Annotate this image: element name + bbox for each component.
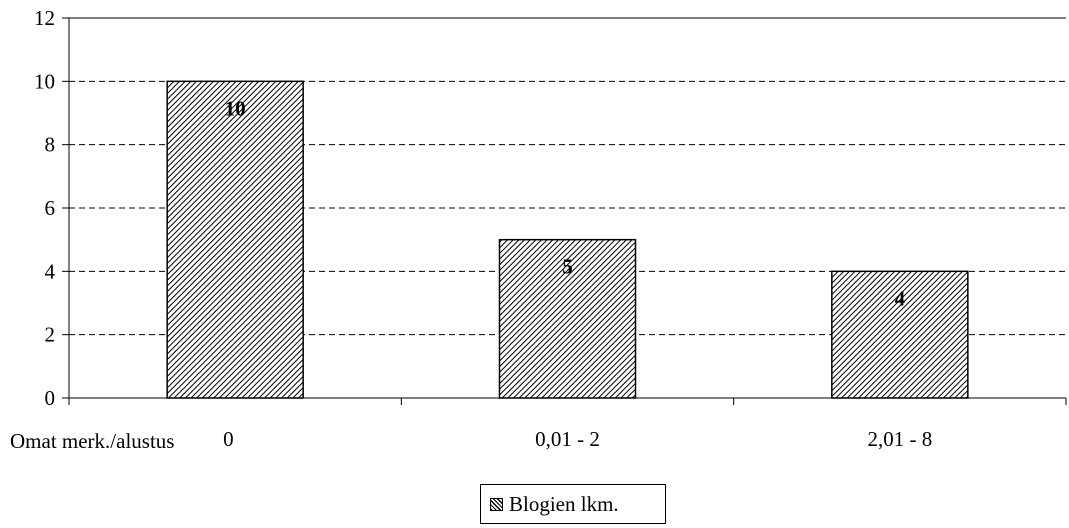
data-label: 10: [225, 96, 246, 120]
data-label: 5: [562, 255, 573, 279]
bar: [498, 238, 637, 399]
bar: [166, 80, 304, 399]
data-label: 4: [895, 286, 906, 310]
y-tick-label: 8: [45, 133, 56, 157]
labels: 0 2 4 6 8 10 12 10 0 5 0,01 - 2 4 2,01 - 8: [34, 6, 932, 451]
y-tick-label: 2: [45, 323, 56, 347]
x-category-label: 2,01 - 8: [867, 427, 932, 451]
x-axis-title: Omat merk./alustus: [10, 429, 174, 453]
legend: Blogien lkm.: [480, 484, 666, 524]
x-category-label: 0,01 - 2: [535, 427, 600, 451]
bar: [831, 270, 969, 399]
y-tick-label: 0: [45, 386, 56, 410]
y-tick-label: 10: [34, 69, 55, 93]
legend-swatch-icon: [490, 497, 503, 511]
y-tick-label: 4: [45, 259, 56, 283]
y-tick-label: 6: [45, 196, 56, 220]
bars: [166, 80, 969, 399]
legend-label: Blogien lkm.: [509, 491, 619, 516]
y-tick-label: 12: [34, 6, 55, 30]
x-category-label: 0: [223, 427, 234, 451]
